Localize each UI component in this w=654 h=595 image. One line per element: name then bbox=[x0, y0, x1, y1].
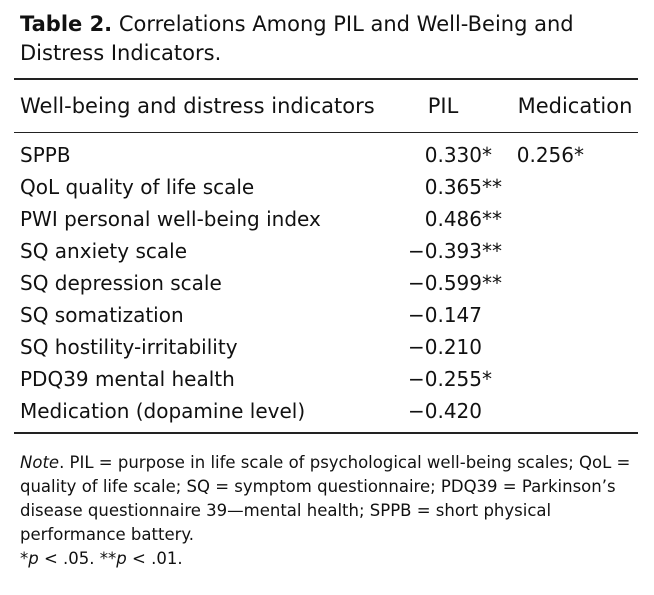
indicator-cell: SQ somatization bbox=[20, 303, 184, 327]
pil-value: −0.393 bbox=[407, 239, 482, 263]
table-row: SQ somatization −0.147 bbox=[0, 300, 654, 331]
table-row: SQ depression scale −0.599** bbox=[0, 268, 654, 299]
pil-value: −0.599 bbox=[407, 271, 482, 295]
sig2-rest: < .01. bbox=[126, 549, 183, 568]
table-row: Medication (dopamine level) −0.420 bbox=[0, 396, 654, 427]
sig2-p: p bbox=[116, 549, 127, 568]
sig2-star: ** bbox=[99, 549, 117, 568]
header-indicators: Well-being and distress indicators bbox=[20, 94, 375, 118]
indicator-cell: QoL quality of life scale bbox=[20, 175, 255, 199]
pil-cell: −0.147 bbox=[392, 300, 482, 331]
pil-cell: −0.420 bbox=[392, 396, 482, 427]
pil-cell: 0.486** bbox=[424, 207, 502, 231]
medication-cell: 0.256* bbox=[516, 143, 584, 167]
sig1-star: * bbox=[20, 549, 29, 568]
indicator-cell: PDQ39 mental health bbox=[20, 367, 235, 391]
pil-value: 0.365 bbox=[424, 175, 482, 199]
medication-cell bbox=[508, 172, 574, 203]
pil-cell: 0.365** bbox=[424, 175, 502, 199]
pil-value: 0.486 bbox=[424, 207, 482, 231]
pil-cell: −0.255* bbox=[407, 367, 492, 391]
table-label: Table 2. bbox=[20, 12, 113, 36]
medication-cell bbox=[508, 300, 574, 331]
indicator-cell: PWI personal well-being index bbox=[20, 207, 321, 231]
indicator-cell: SQ hostility-irritability bbox=[20, 335, 238, 359]
top-rule bbox=[14, 78, 638, 80]
indicator-cell: Medication (dopamine level) bbox=[20, 399, 306, 423]
pil-value: −0.147 bbox=[407, 303, 482, 327]
pil-value: −0.255 bbox=[407, 367, 482, 391]
indicator-cell: SQ anxiety scale bbox=[20, 239, 187, 263]
table-row: PDQ39 mental health −0.255* bbox=[0, 364, 654, 395]
pil-cell: 0.330* bbox=[424, 143, 492, 167]
medication-cell bbox=[508, 364, 574, 395]
table-row: SQ hostility-irritability −0.210 bbox=[0, 332, 654, 363]
medication-cell bbox=[508, 332, 574, 363]
medication-cell bbox=[508, 396, 574, 427]
table-row: QoL quality of life scale 0.365** bbox=[0, 172, 654, 203]
medication-cell bbox=[508, 236, 574, 267]
table-caption: Correlations Among PIL and Well-Being an… bbox=[20, 12, 574, 65]
note-label: Note bbox=[20, 453, 60, 472]
pil-cell: −0.393** bbox=[407, 239, 502, 263]
pil-value: −0.210 bbox=[407, 335, 482, 359]
sig1-p: p bbox=[28, 549, 39, 568]
pil-value: −0.420 bbox=[407, 399, 482, 423]
medication-cell bbox=[508, 268, 574, 299]
header-rule bbox=[14, 132, 638, 133]
table-row: SQ anxiety scale −0.393** bbox=[0, 236, 654, 267]
sig1-rest: < .05. bbox=[38, 549, 100, 568]
header-pil: PIL bbox=[427, 94, 459, 118]
pil-cell: −0.210 bbox=[392, 332, 482, 363]
significance-line: *p < .05. **p < .01. bbox=[20, 547, 640, 571]
medication-cell bbox=[508, 204, 574, 235]
indicator-cell: SQ depression scale bbox=[20, 271, 222, 295]
bottom-rule bbox=[14, 432, 638, 434]
note-text: Note. PIL = purpose in life scale of psy… bbox=[20, 451, 640, 547]
table-row: PWI personal well-being index 0.486** bbox=[0, 204, 654, 235]
pil-cell: −0.599** bbox=[407, 271, 502, 295]
table-title: Table 2. Correlations Among PIL and Well… bbox=[20, 10, 640, 68]
indicator-cell: SPPB bbox=[20, 143, 71, 167]
note-body: . PIL = purpose in life scale of psychol… bbox=[20, 453, 631, 544]
table-row: SPPB 0.330* 0.256* bbox=[0, 140, 654, 171]
pil-value: 0.330 bbox=[424, 143, 482, 167]
medication-value: 0.256 bbox=[516, 143, 574, 167]
table-note: Note. PIL = purpose in life scale of psy… bbox=[20, 451, 640, 571]
header-medication: Medication bbox=[517, 94, 633, 118]
